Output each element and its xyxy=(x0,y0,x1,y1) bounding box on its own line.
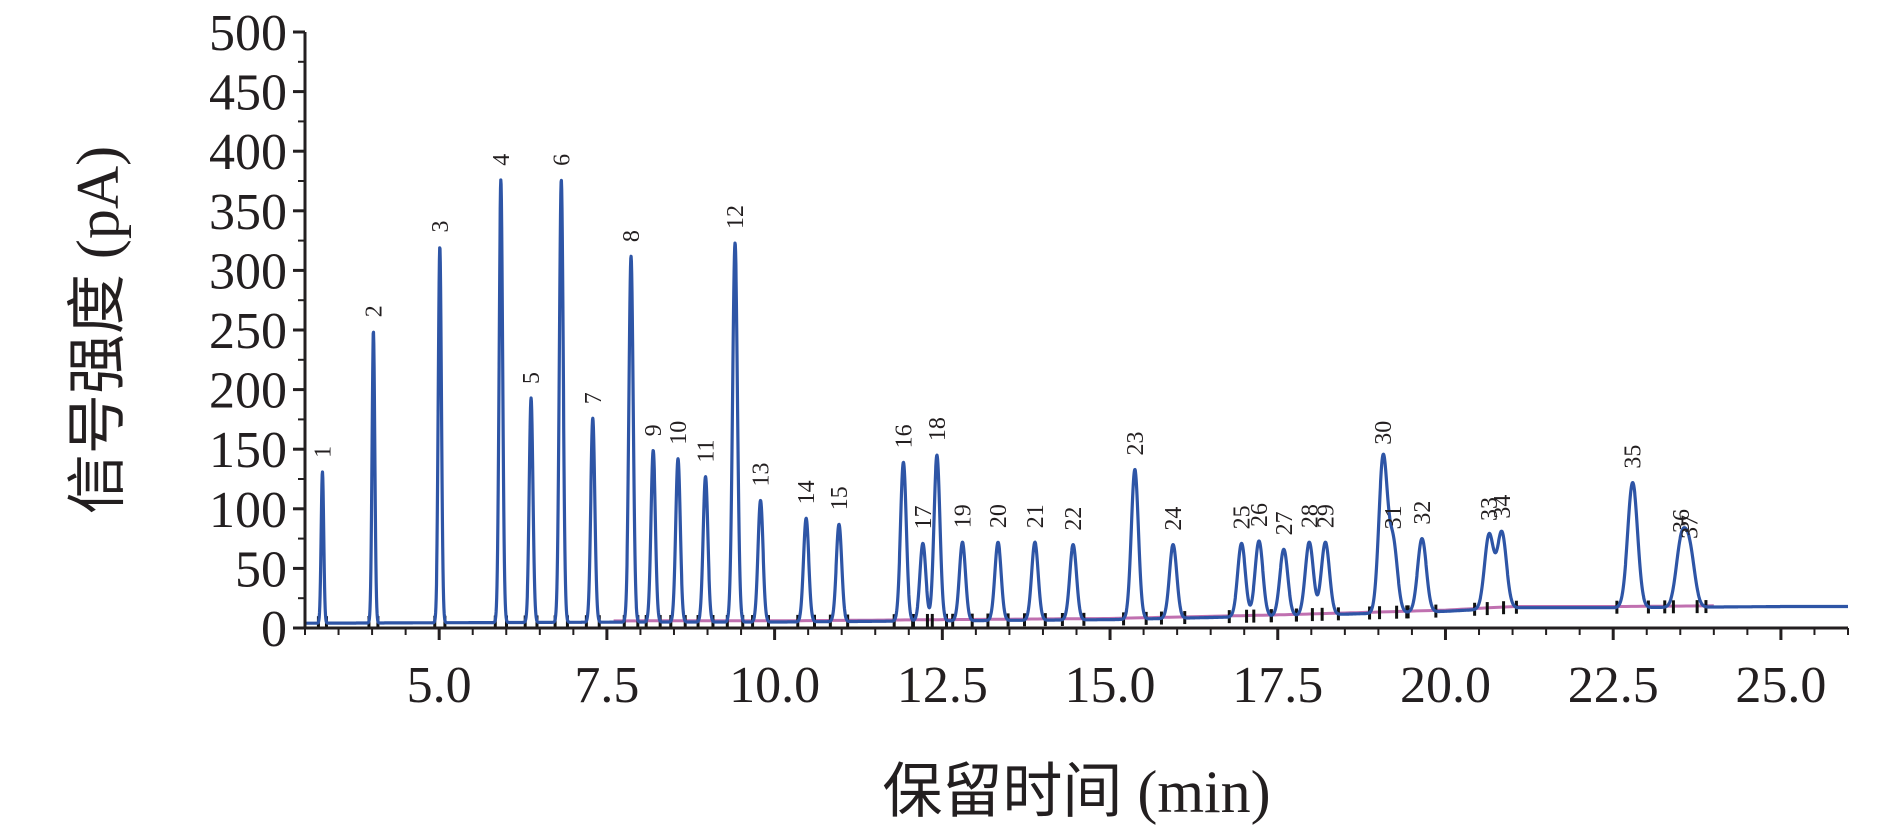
y-tick-label: 250 xyxy=(209,303,287,360)
peak-label: 16 xyxy=(891,424,917,448)
peak-label: 30 xyxy=(1371,421,1397,445)
peak-label: 23 xyxy=(1123,431,1149,455)
peak-label: 14 xyxy=(794,480,820,504)
peak-label: 21 xyxy=(1023,504,1049,528)
y-tick-label: 400 xyxy=(209,124,287,181)
peak-label: 31 xyxy=(1381,505,1407,529)
y-tick-label: 500 xyxy=(209,5,287,62)
y-tick-label: 450 xyxy=(209,65,287,122)
peak-label: 11 xyxy=(694,440,720,463)
peak-label: 3 xyxy=(428,221,454,233)
peak-label: 25 xyxy=(1230,505,1256,529)
peak-label: 35 xyxy=(1621,445,1647,469)
peak-label: 33 xyxy=(1477,497,1503,521)
x-tick-label: 7.5 xyxy=(574,657,639,714)
x-tick-label: 10.0 xyxy=(729,657,820,714)
peak-label: 26 xyxy=(1247,503,1273,527)
peak-label: 6 xyxy=(549,154,575,166)
peak-label: 1 xyxy=(310,446,336,458)
y-tick-label: 350 xyxy=(209,184,287,241)
peak-label: 9 xyxy=(641,424,667,436)
y-tick-label: 0 xyxy=(261,601,287,658)
peak-label: 15 xyxy=(827,486,853,510)
peak-label: 28 xyxy=(1297,504,1323,528)
peak-label: 10 xyxy=(666,421,692,445)
x-tick-label: 20.0 xyxy=(1400,657,1491,714)
y-tick-label: 200 xyxy=(209,363,287,420)
peak-label: 2 xyxy=(361,305,387,317)
y-tick-label: 300 xyxy=(209,243,287,300)
y-tick-label: 100 xyxy=(209,482,287,539)
peak-label: 20 xyxy=(986,504,1012,528)
peak-label: 24 xyxy=(1161,507,1187,531)
x-tick-label: 22.5 xyxy=(1568,657,1659,714)
peak-label: 37 xyxy=(1678,515,1704,539)
x-tick-label: 12.5 xyxy=(897,657,988,714)
signal-trace xyxy=(303,178,1850,625)
peak-label: 19 xyxy=(950,504,976,528)
x-tick-label: 25.0 xyxy=(1735,657,1826,714)
peak-label: 32 xyxy=(1410,501,1436,525)
y-tick-label: 50 xyxy=(235,541,287,598)
peak-label: 4 xyxy=(489,154,515,166)
peak-label: 18 xyxy=(925,417,951,441)
x-axis-ticks: 5.0 7.5 10.0 12.5 15.0 17.5 20.0 22.5 25.0 xyxy=(304,628,1849,714)
peak-label: 17 xyxy=(911,505,937,529)
x-tick-label: 15.0 xyxy=(1065,657,1156,714)
peak-label: 7 xyxy=(581,392,607,404)
x-tick-label: 5.0 xyxy=(407,657,472,714)
peak-label: 34 xyxy=(1490,495,1516,519)
peak-label: 13 xyxy=(749,462,775,486)
peak-label: 29 xyxy=(1313,504,1339,528)
x-axis-title: 保留时间 (min) xyxy=(882,759,1270,825)
x-tick-label: 17.5 xyxy=(1232,657,1323,714)
peak-label: 5 xyxy=(519,372,545,384)
peak-label: 12 xyxy=(723,205,749,229)
peak-label: 8 xyxy=(619,230,645,242)
peak-label: 22 xyxy=(1061,507,1087,531)
peak-label: 27 xyxy=(1272,511,1298,535)
peak-label: 36 xyxy=(1669,509,1695,533)
y-tick-label: 150 xyxy=(209,422,287,479)
y-axis-title: 信号强度 (pA) xyxy=(65,146,131,514)
